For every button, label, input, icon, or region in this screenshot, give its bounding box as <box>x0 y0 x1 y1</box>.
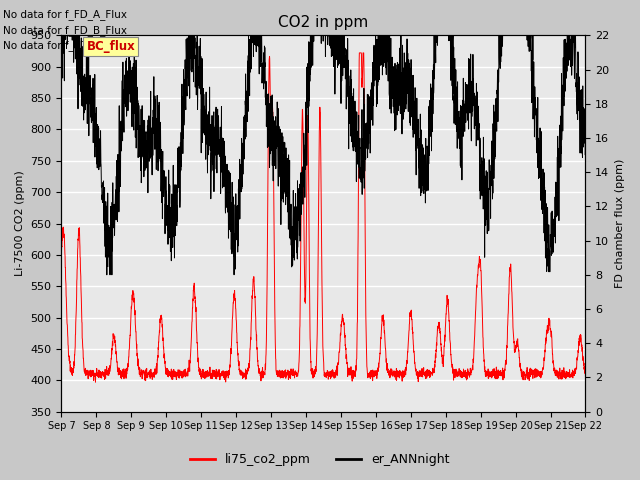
Y-axis label: FD chamber flux (ppm): FD chamber flux (ppm) <box>615 159 625 288</box>
Text: BC_flux: BC_flux <box>86 40 135 53</box>
Y-axis label: Li-7500 CO2 (ppm): Li-7500 CO2 (ppm) <box>15 170 25 276</box>
Text: No data for f_FD_B_Flux: No data for f_FD_B_Flux <box>3 24 127 36</box>
Title: CO2 in ppm: CO2 in ppm <box>278 15 369 30</box>
Text: No data for f_FD_A_Flux: No data for f_FD_A_Flux <box>3 9 127 20</box>
Legend: li75_co2_ppm, er_ANNnight: li75_co2_ppm, er_ANNnight <box>186 448 454 471</box>
Text: No data for f_FD_C_Flux: No data for f_FD_C_Flux <box>3 40 127 51</box>
